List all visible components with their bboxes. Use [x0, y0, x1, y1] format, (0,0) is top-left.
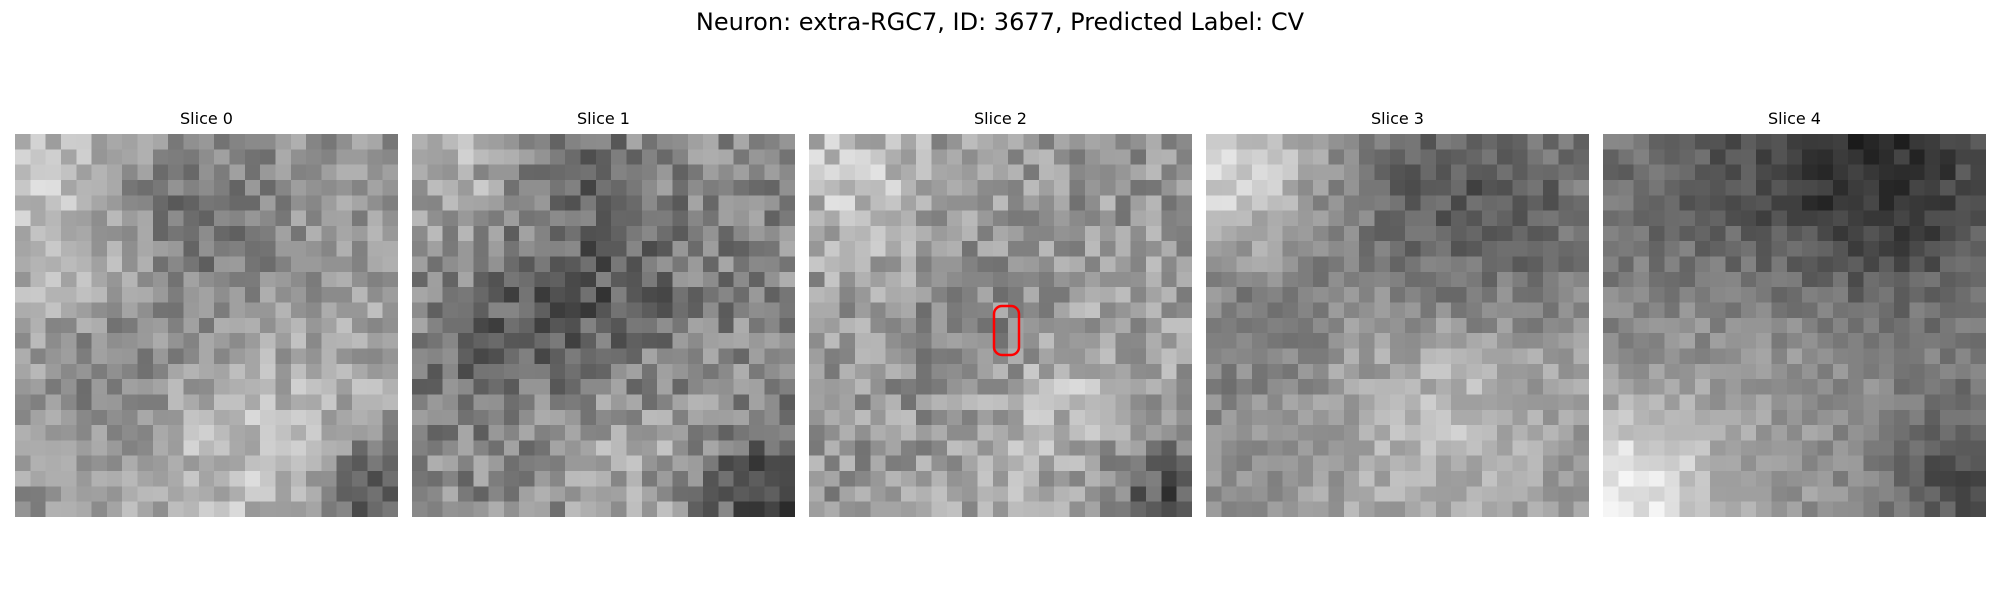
- slice-image-1: [412, 134, 795, 517]
- slice-panel-2: Slice 2: [809, 109, 1192, 129]
- slice-image-0: [15, 134, 398, 517]
- slice-image-2: [809, 134, 1192, 517]
- figure-title: Neuron: extra-RGC7, ID: 3677, Predicted …: [0, 6, 2000, 38]
- slice-panel-0: Slice 0: [15, 109, 398, 129]
- slice-title-2: Slice 2: [809, 109, 1192, 129]
- slice-image-4: [1603, 134, 1986, 517]
- slice-title-0: Slice 0: [15, 109, 398, 129]
- slice-panel-4: Slice 4: [1603, 109, 1986, 129]
- slice-title-4: Slice 4: [1603, 109, 1986, 129]
- slice-image-3: [1206, 134, 1589, 517]
- slice-title-3: Slice 3: [1206, 109, 1589, 129]
- slice-title-1: Slice 1: [412, 109, 795, 129]
- slice-panel-3: Slice 3: [1206, 109, 1589, 129]
- slice-panel-1: Slice 1: [412, 109, 795, 129]
